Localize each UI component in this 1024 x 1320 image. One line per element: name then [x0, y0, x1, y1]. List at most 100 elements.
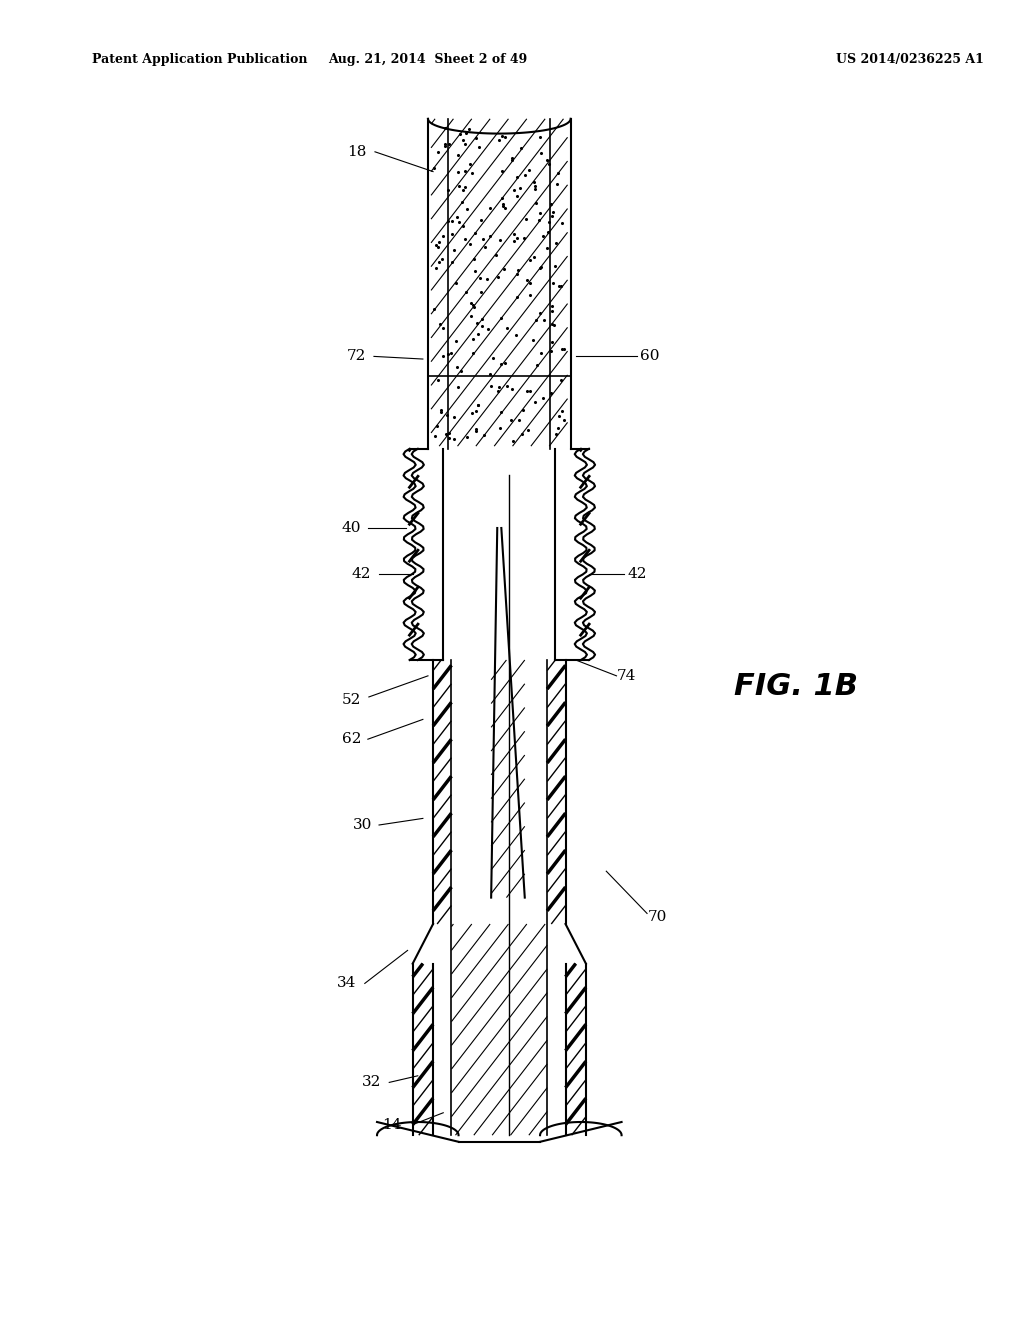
Point: [532, 143, 549, 164]
Point: [546, 314, 562, 335]
Point: [438, 424, 455, 445]
Point: [521, 160, 538, 181]
Point: [440, 428, 457, 449]
Point: [463, 293, 479, 314]
Point: [553, 213, 569, 234]
Point: [469, 313, 485, 334]
Point: [544, 314, 560, 335]
Point: [483, 375, 500, 396]
Text: 52: 52: [342, 693, 361, 706]
Point: [427, 426, 443, 447]
Point: [539, 238, 555, 259]
Point: [473, 281, 489, 302]
Text: 42: 42: [627, 568, 646, 581]
Point: [465, 343, 481, 364]
Point: [515, 400, 531, 421]
Point: [531, 203, 548, 224]
Point: [443, 252, 460, 273]
Point: [547, 255, 563, 276]
Point: [455, 215, 471, 236]
Point: [452, 123, 468, 144]
Point: [545, 202, 561, 223]
Point: [463, 305, 479, 326]
Text: 40: 40: [342, 521, 361, 535]
Point: [468, 420, 484, 441]
Point: [481, 198, 498, 219]
Point: [493, 230, 509, 251]
Point: [498, 127, 514, 148]
Point: [437, 133, 454, 154]
Point: [459, 426, 475, 447]
Point: [540, 149, 556, 170]
Point: [433, 401, 450, 422]
Point: [450, 161, 466, 182]
Point: [497, 352, 513, 374]
Point: [545, 272, 561, 293]
Point: [445, 429, 462, 450]
Point: [541, 211, 557, 232]
Point: [527, 310, 544, 331]
Point: [465, 329, 481, 350]
Point: [452, 176, 468, 197]
Point: [457, 176, 473, 197]
Point: [426, 298, 442, 319]
Point: [466, 248, 482, 269]
Point: [509, 260, 525, 281]
Point: [457, 160, 473, 181]
Point: [553, 370, 569, 391]
Point: [549, 174, 565, 195]
Point: [536, 309, 552, 330]
Point: [531, 127, 548, 148]
Point: [428, 235, 444, 256]
Text: 62: 62: [342, 733, 361, 746]
Point: [482, 226, 499, 247]
Point: [493, 401, 509, 422]
Point: [470, 395, 486, 416]
Point: [485, 347, 502, 368]
Point: [428, 257, 444, 279]
Point: [476, 424, 493, 445]
Point: [540, 222, 556, 243]
Point: [435, 346, 452, 367]
Point: [458, 123, 474, 144]
Point: [528, 193, 545, 214]
Point: [521, 273, 538, 294]
Text: 72: 72: [347, 350, 367, 363]
Point: [525, 246, 542, 267]
Point: [503, 409, 519, 430]
Point: [468, 401, 484, 422]
Point: [504, 147, 520, 168]
Point: [544, 205, 560, 226]
Point: [430, 236, 446, 257]
Point: [513, 137, 529, 158]
Point: [439, 343, 456, 364]
Text: FIG. 1B: FIG. 1B: [733, 672, 858, 701]
Point: [472, 210, 488, 231]
Text: 42: 42: [352, 568, 372, 581]
Point: [544, 296, 560, 317]
Point: [473, 309, 489, 330]
Text: 18: 18: [347, 145, 367, 158]
Point: [535, 387, 551, 408]
Point: [462, 234, 478, 255]
Point: [548, 232, 564, 253]
Point: [490, 267, 507, 288]
Text: 32: 32: [362, 1076, 382, 1089]
Point: [531, 209, 548, 230]
Point: [440, 211, 457, 232]
Point: [519, 420, 536, 441]
Point: [544, 331, 560, 352]
Text: 30: 30: [353, 818, 373, 832]
Point: [490, 376, 507, 397]
Point: [506, 180, 522, 201]
Point: [471, 137, 487, 158]
Point: [493, 308, 509, 329]
Point: [447, 330, 464, 351]
Point: [447, 272, 464, 293]
Point: [506, 223, 522, 244]
Point: [492, 417, 508, 438]
Point: [481, 363, 498, 384]
Point: [504, 149, 520, 170]
Point: [515, 227, 531, 248]
Point: [435, 318, 452, 339]
